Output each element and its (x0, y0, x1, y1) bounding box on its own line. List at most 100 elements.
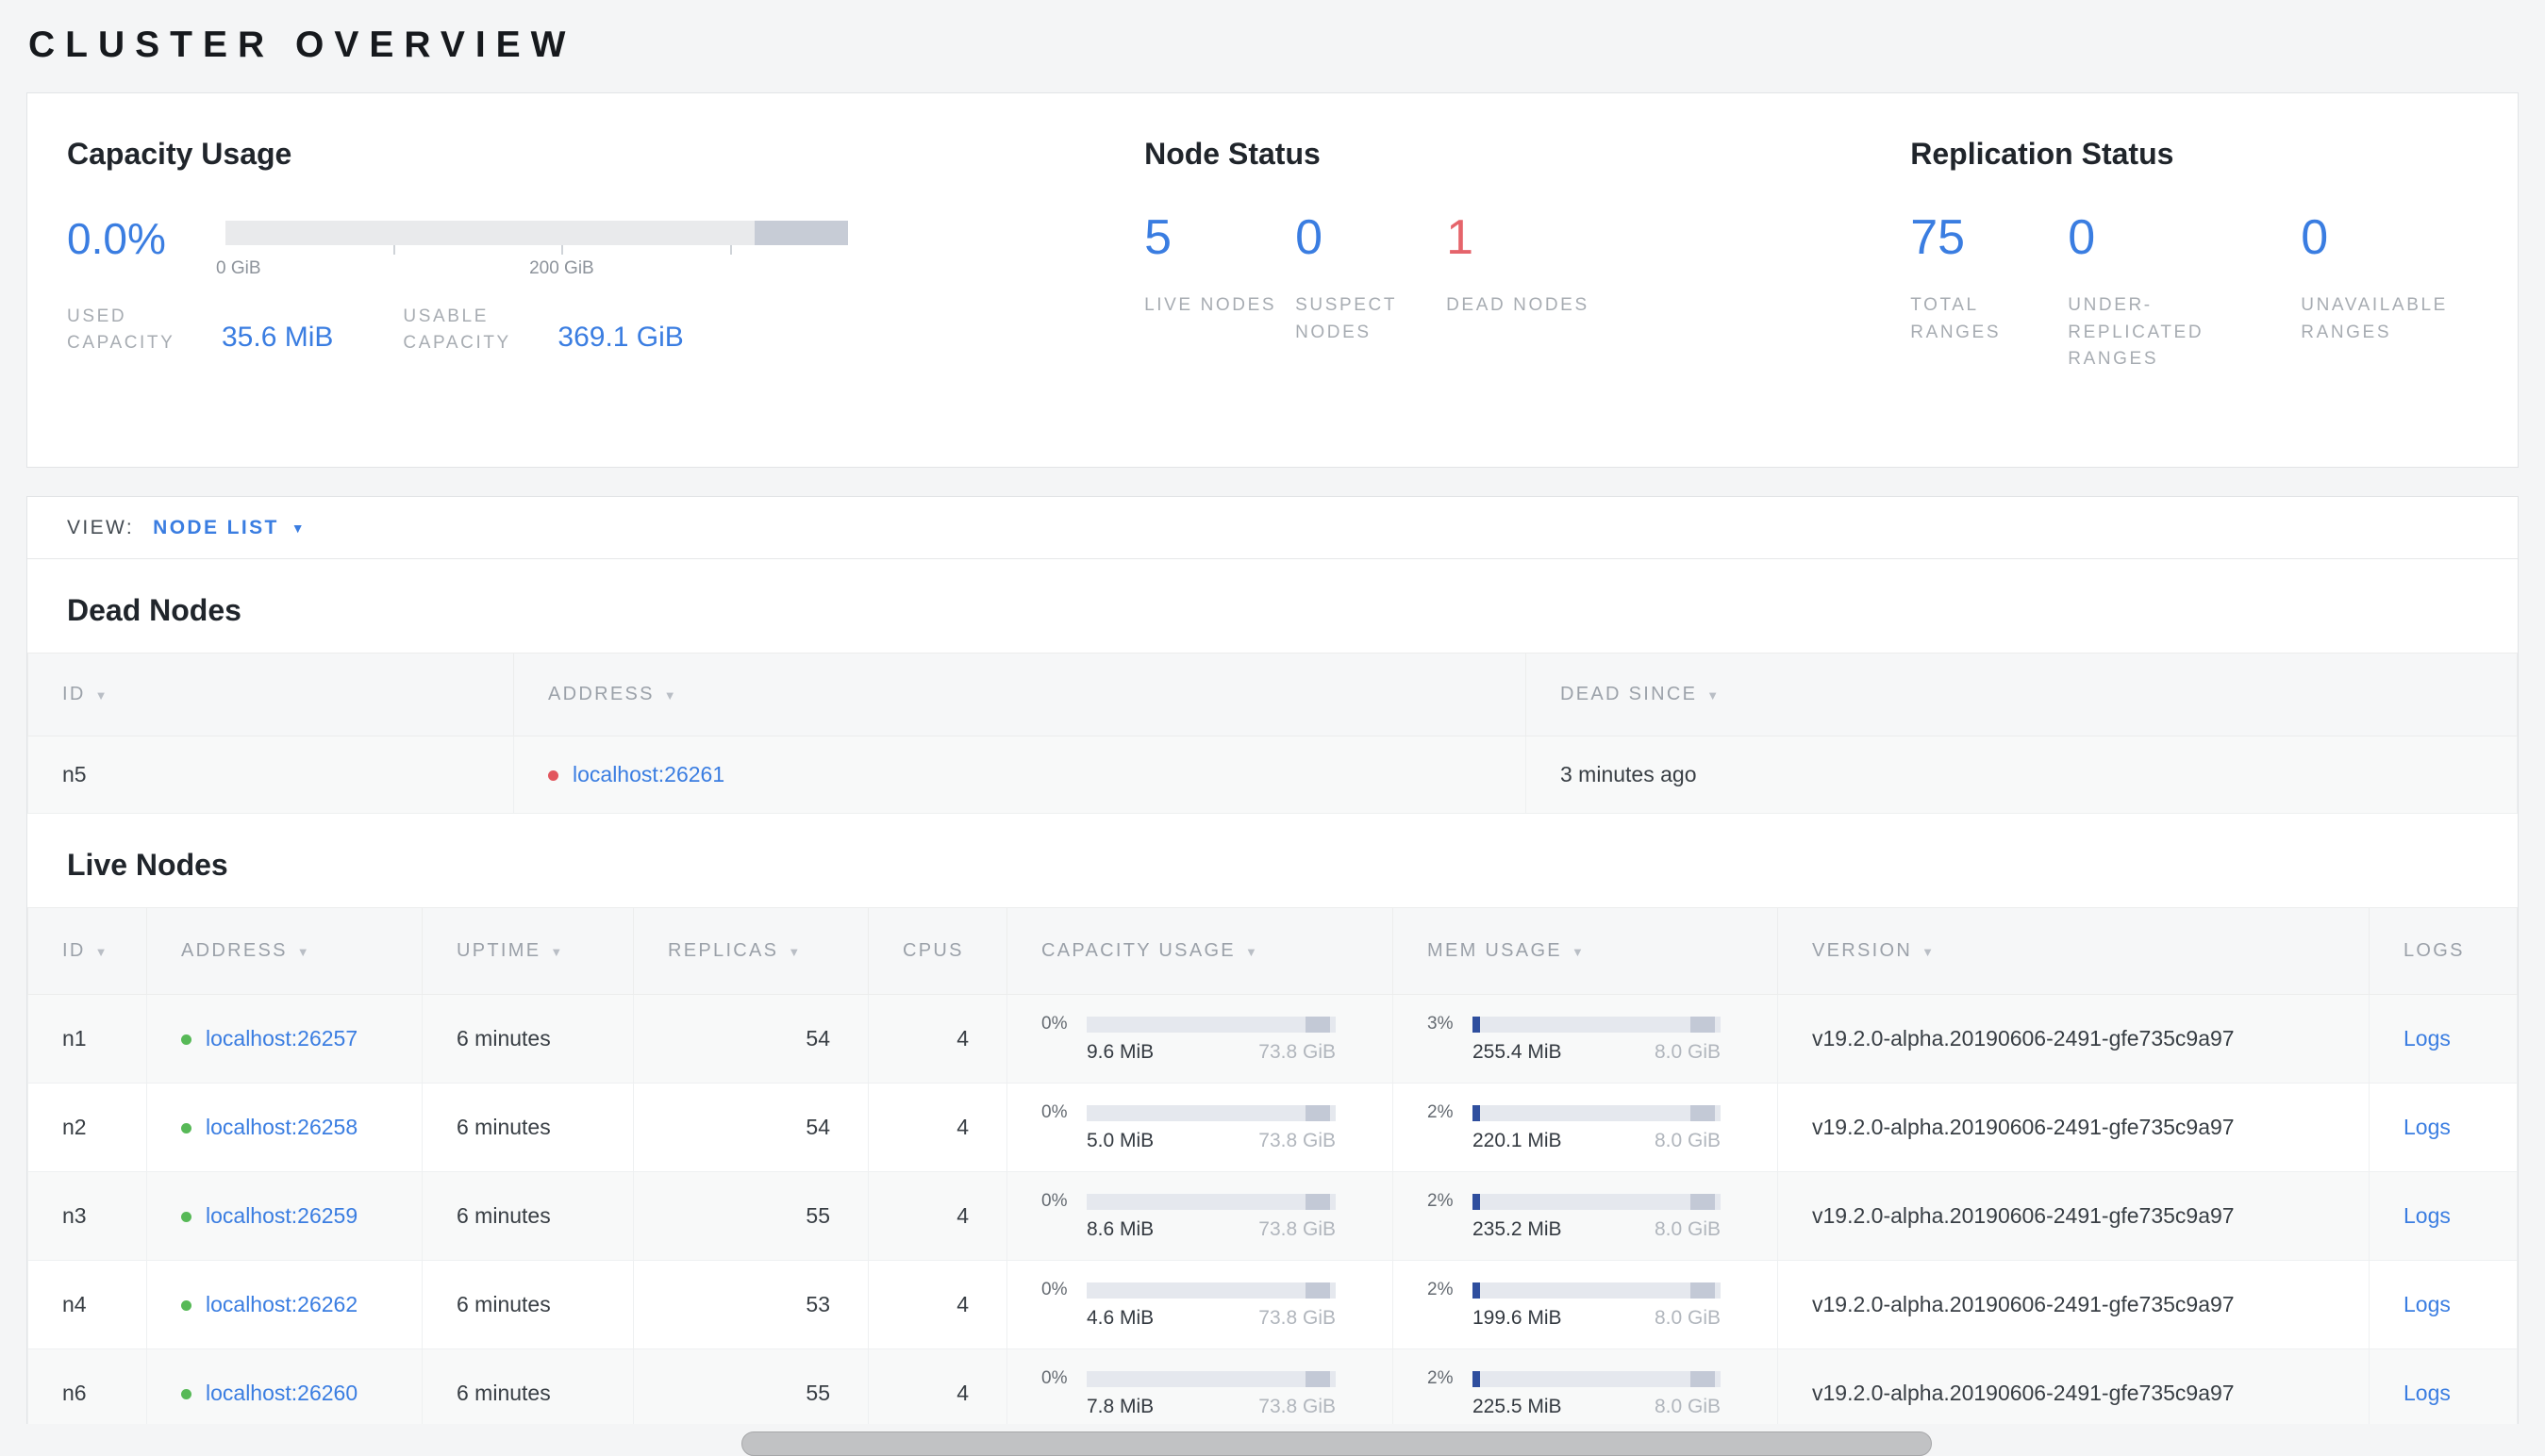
cell-cpus: 4 (868, 994, 1007, 1084)
usage-bar-secondary (1306, 1370, 1330, 1387)
live-nodes-column-label: UPTIME (457, 940, 541, 961)
live-nodes-column-header-id[interactable]: ID ▼ (27, 907, 147, 995)
live-nodes-label: LIVE NODES (1144, 295, 1277, 315)
node-address-link[interactable]: localhost:26261 (573, 762, 725, 786)
logs-link[interactable]: Logs (2404, 1292, 2451, 1316)
usage-total-value: 8.0 GiB (1654, 1218, 1721, 1240)
capacity-gauge: 0.0% 0 GiB 200 GiB (67, 213, 1144, 283)
usage-bar-secondary (1690, 1016, 1715, 1033)
axis-tick (393, 245, 396, 255)
cell-cpus: 4 (868, 1171, 1007, 1261)
table-row: n4 localhost:26262 6 minutes 53 4 0% 4.6 MiB 73… (27, 1260, 2518, 1349)
usage-cell: 3% 255.4 MiB 8.0 GiB (1427, 1014, 1777, 1064)
suspect-nodes-stat: 0 SUSPECT NODES (1295, 209, 1446, 346)
cell-version: v19.2.0-alpha.20190606-2491-gfe735c9a97 (1777, 1083, 2370, 1172)
logs-link[interactable]: Logs (2404, 1115, 2451, 1139)
nodes-card: VIEW: NODE LIST ▼ Dead Nodes ID ▼ ADDRESS ▼… (26, 496, 2519, 1424)
cell-id: n3 (27, 1171, 147, 1261)
capacity-bar-secondary-segment (755, 221, 848, 245)
usage-bar-fill (1472, 1370, 1480, 1387)
cell-version: v19.2.0-alpha.20190606-2491-gfe735c9a97 (1777, 1348, 2370, 1424)
node-address-link[interactable]: localhost:26260 (206, 1381, 358, 1405)
node-address-link[interactable]: localhost:26258 (206, 1115, 358, 1139)
cell-uptime: 6 minutes (422, 1348, 634, 1424)
cell-id: n1 (27, 994, 147, 1084)
cell-uptime: 6 minutes (422, 994, 634, 1084)
suspect-nodes-count: 0 (1295, 210, 1323, 265)
live-nodes-column-header-address[interactable]: ADDRESS ▼ (146, 907, 423, 995)
cell-mem: 3% 255.4 MiB 8.0 GiB (1392, 994, 1778, 1084)
usage-cell: 0% 7.8 MiB 73.8 GiB (1041, 1368, 1392, 1418)
cell-id: n4 (27, 1260, 147, 1349)
table-row: n5 localhost:26261 3 minutes ago (27, 736, 2518, 814)
node-address-link[interactable]: localhost:26257 (206, 1026, 358, 1051)
cell-logs: Logs (2369, 994, 2518, 1084)
live-nodes-column-label: LOGS (2404, 940, 2465, 961)
usage-total-value: 73.8 GiB (1258, 1041, 1336, 1063)
usage-cell: 2% 199.6 MiB 8.0 GiB (1427, 1280, 1777, 1330)
dead-nodes-column-header-address[interactable]: ADDRESS ▼ (513, 653, 1526, 736)
cell-capacity: 0% 9.6 MiB 73.8 GiB (1006, 994, 1393, 1084)
usage-values-row: 5.0 MiB 73.8 GiB (1087, 1130, 1336, 1152)
node-status-section: Node Status 5 LIVE NODES 0 SUSPECT NODES… (1144, 137, 1910, 467)
node-status-dot (181, 1212, 191, 1222)
dead-nodes-column-header-dead_since[interactable]: DEAD SINCE ▼ (1525, 653, 2518, 736)
cell-dead-since: 3 minutes ago (1525, 736, 2518, 814)
live-nodes-column-header-capacity[interactable]: CAPACITY USAGE ▼ (1006, 907, 1393, 995)
suspect-nodes-label: SUSPECT NODES (1295, 295, 1397, 342)
usage-bar-row: 2% (1427, 1191, 1721, 1212)
live-nodes-header-row: ID ▼ ADDRESS ▼ UPTIME ▼ REPLICAS ▼ CPUS CAPACITY … (27, 907, 2518, 995)
capacity-stats: USED CAPACITY 35.6 MiB USABLE CAPACITY 3… (67, 304, 1144, 356)
cell-version: v19.2.0-alpha.20190606-2491-gfe735c9a97 (1777, 1171, 2370, 1261)
cell-version: v19.2.0-alpha.20190606-2491-gfe735c9a97 (1777, 1260, 2370, 1349)
usage-bar (1472, 1193, 1721, 1210)
cell-capacity: 0% 8.6 MiB 73.8 GiB (1006, 1171, 1393, 1261)
view-selector-dropdown[interactable]: NODE LIST ▼ (153, 517, 304, 539)
dead-nodes-column-label: DEAD SINCE (1560, 684, 1698, 704)
dead-nodes-stat: 1 DEAD NODES (1446, 209, 1597, 346)
horizontal-scrollbar-thumb[interactable] (741, 1431, 1932, 1456)
logs-link[interactable]: Logs (2404, 1203, 2451, 1228)
logs-link[interactable]: Logs (2404, 1381, 2451, 1405)
cell-address: localhost:26258 (146, 1083, 423, 1172)
usage-bar-secondary (1690, 1282, 1715, 1299)
live-nodes-column-label: VERSION (1812, 940, 1913, 961)
cell-cpus: 4 (868, 1260, 1007, 1349)
usage-bar-fill (1472, 1193, 1480, 1210)
usable-capacity-value: 369.1 GiB (557, 322, 684, 354)
node-address-link[interactable]: localhost:26262 (206, 1292, 358, 1316)
capacity-bar (225, 221, 848, 245)
table-row: n1 localhost:26257 6 minutes 54 4 0% 9.6 MiB 73… (27, 994, 2518, 1084)
live-nodes-column-header-uptime[interactable]: UPTIME ▼ (422, 907, 634, 995)
usage-total-value: 8.0 GiB (1654, 1130, 1721, 1151)
cell-logs: Logs (2369, 1260, 2518, 1349)
usage-bar (1472, 1370, 1721, 1387)
node-status-items: 5 LIVE NODES 0 SUSPECT NODES 1 DEAD NODE… (1144, 209, 1910, 346)
logs-link[interactable]: Logs (2404, 1026, 2451, 1051)
usage-values-row: 220.1 MiB 8.0 GiB (1472, 1130, 1721, 1152)
dead-nodes-column-header-id[interactable]: ID ▼ (27, 653, 514, 736)
live-nodes-column-header-version[interactable]: VERSION ▼ (1777, 907, 2370, 995)
sort-desc-icon: ▼ (1706, 688, 1722, 703)
usage-percent: 0% (1041, 1014, 1068, 1034)
under-replicated-ranges-stat: 0 UNDER-REPLICATED RANGES (2068, 209, 2301, 373)
capacity-axis: 0 GiB 200 GiB (216, 245, 848, 283)
node-address-link[interactable]: localhost:26259 (206, 1203, 358, 1228)
cell-capacity: 0% 4.6 MiB 73.8 GiB (1006, 1260, 1393, 1349)
usage-percent: 2% (1427, 1368, 1454, 1388)
total-ranges-stat: 75 TOTAL RANGES (1910, 209, 2068, 373)
live-nodes-column-header-replicas[interactable]: REPLICAS ▼ (633, 907, 869, 995)
usage-cell: 2% 225.5 MiB 8.0 GiB (1427, 1368, 1777, 1418)
usage-cell: 0% 4.6 MiB 73.8 GiB (1041, 1280, 1392, 1330)
cell-logs: Logs (2369, 1171, 2518, 1261)
usage-total-value: 73.8 GiB (1258, 1396, 1336, 1417)
sort-desc-icon: ▼ (1921, 945, 1937, 959)
live-nodes-stat: 5 LIVE NODES (1144, 209, 1295, 346)
sort-desc-icon: ▼ (663, 688, 678, 703)
usage-total-value: 8.0 GiB (1654, 1307, 1721, 1329)
usage-percent: 0% (1041, 1368, 1068, 1388)
node-status-dot (181, 1123, 191, 1133)
usage-values-row: 8.6 MiB 73.8 GiB (1087, 1218, 1336, 1241)
node-status-dot (181, 1300, 191, 1311)
live-nodes-column-header-mem[interactable]: MEM USAGE ▼ (1392, 907, 1778, 995)
